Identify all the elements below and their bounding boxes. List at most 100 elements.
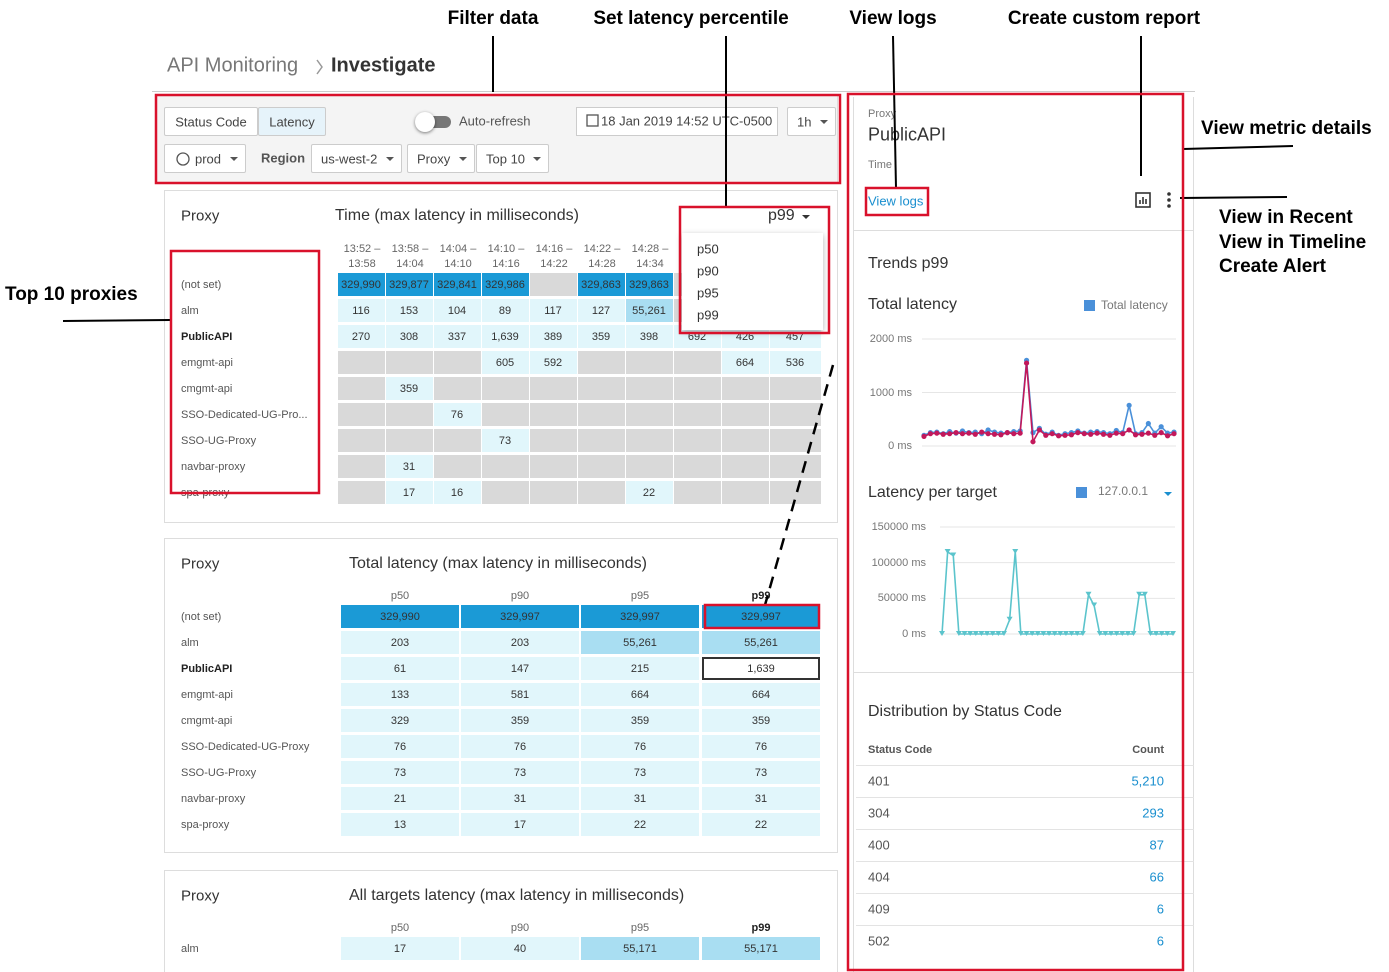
row-label: PublicAPI xyxy=(181,331,233,343)
row-header: Proxy xyxy=(181,207,220,225)
range-select[interactable] xyxy=(787,107,836,136)
cell-value: 22 xyxy=(754,819,768,831)
menu-option[interactable]: p99 xyxy=(697,307,719,323)
cell-value: 22 xyxy=(642,487,656,499)
row-label: spa-proxy xyxy=(181,819,230,831)
row-label: alm xyxy=(181,943,199,955)
cell-value: 13 xyxy=(393,819,407,831)
cell-value: 17 xyxy=(513,819,527,831)
tab-latency-label[interactable]: Latency xyxy=(269,114,315,130)
table-cell xyxy=(702,657,820,680)
row-rule xyxy=(856,893,1194,894)
cell-value: 147 xyxy=(510,663,530,675)
heat-cell xyxy=(578,429,625,452)
status-count[interactable]: 6 xyxy=(1156,901,1164,917)
cell-value: 40 xyxy=(513,943,527,955)
column-header: p99 xyxy=(751,922,771,934)
heat-cell xyxy=(626,481,673,504)
row-label: (not set) xyxy=(181,279,222,291)
cell-value: 203 xyxy=(510,637,530,649)
breadcrumb-current: Investigate xyxy=(331,54,436,77)
row-label: navbar-proxy xyxy=(181,793,246,805)
heat-cell xyxy=(338,325,385,348)
heat-cell xyxy=(434,403,481,426)
range-select-label[interactable]: 1h xyxy=(797,114,812,130)
row-label: SSO-Dedicated-UG-Pro... xyxy=(181,409,308,421)
legend-swatch xyxy=(1076,487,1087,498)
menu-option[interactable]: p95 xyxy=(697,285,719,301)
column-header: p95 xyxy=(630,922,650,934)
legend-label[interactable]: 127.0.0.1 xyxy=(1098,484,1149,498)
column-header: 14:10 – xyxy=(487,243,525,255)
menu-option[interactable]: p90 xyxy=(697,263,719,279)
limit-select-label[interactable]: Top 10 xyxy=(486,151,526,167)
cell-value: 329,863 xyxy=(629,279,669,291)
cell-value: 426 xyxy=(735,331,755,343)
cell-value: 359 xyxy=(751,715,771,727)
tab-status-code-label[interactable]: Status Code xyxy=(175,114,247,130)
region-label: Region xyxy=(261,150,306,166)
status-count[interactable]: 87 xyxy=(1149,837,1164,853)
status-code: 400 xyxy=(868,837,890,853)
cell-value: 127 xyxy=(591,305,611,317)
heat-cell xyxy=(482,351,529,374)
legend-swatch xyxy=(1084,300,1095,311)
cell-value: 104 xyxy=(447,305,467,317)
table-cell xyxy=(581,709,699,732)
heat-cell xyxy=(722,377,769,400)
heat-cell xyxy=(770,429,821,452)
heat-cell xyxy=(530,299,577,322)
environment-select-label[interactable]: prod xyxy=(195,151,222,167)
row-label: navbar-proxy xyxy=(181,461,246,473)
heat-cell xyxy=(434,273,481,296)
heat-cell xyxy=(722,403,769,426)
status-count[interactable]: 66 xyxy=(1149,869,1164,885)
percentile-select[interactable]: p99 xyxy=(768,207,795,224)
heat-cell xyxy=(338,455,385,478)
heat-cell xyxy=(674,429,721,452)
heat-cell xyxy=(722,455,769,478)
status-count[interactable]: 5,210 xyxy=(1131,773,1164,789)
cell-value: 55,171 xyxy=(744,943,778,955)
date-label[interactable]: 18 Jan 2019 14:52 UTC-0500 xyxy=(601,113,773,129)
dimension-select-label[interactable]: Proxy xyxy=(417,151,451,167)
heat-cell xyxy=(578,351,625,374)
row-label: PublicAPI xyxy=(181,663,233,675)
view-logs-link[interactable]: View logs xyxy=(868,193,924,209)
row-label: emgmt-api xyxy=(181,357,233,369)
heat-cell xyxy=(482,481,529,504)
table-cell xyxy=(581,813,699,836)
table-cell xyxy=(702,735,820,758)
y-tick-label: 150000 ms xyxy=(871,521,926,533)
row-label: alm xyxy=(181,305,199,317)
column-header: p90 xyxy=(510,590,530,602)
cell-value: 605 xyxy=(495,357,515,369)
heat-cell xyxy=(482,455,529,478)
cell-value: 31 xyxy=(513,793,527,805)
region-select-label[interactable]: us-west-2 xyxy=(321,151,378,167)
table-cell xyxy=(702,631,820,654)
table-cell xyxy=(341,761,459,784)
column-header: 14:28 – xyxy=(631,243,669,255)
status-code: 304 xyxy=(868,805,890,821)
row-rule xyxy=(856,765,1194,766)
chart-title: Total latency xyxy=(868,296,957,313)
column-header: 14:16 xyxy=(492,258,520,270)
table-cell xyxy=(702,937,820,960)
heat-cell xyxy=(386,273,433,296)
heat-cell xyxy=(674,455,721,478)
table-panel xyxy=(164,870,838,972)
separator xyxy=(853,230,1194,231)
menu-option[interactable]: p50 xyxy=(697,241,719,257)
status-code: 404 xyxy=(868,869,890,885)
table-cell xyxy=(702,709,820,732)
table-cell xyxy=(461,605,579,628)
heat-cell xyxy=(626,377,673,400)
table-cell xyxy=(461,709,579,732)
toggle-knob[interactable] xyxy=(415,112,435,132)
chart-title: Latency per target xyxy=(868,484,997,501)
heat-cell xyxy=(530,403,577,426)
status-count[interactable]: 293 xyxy=(1142,805,1164,821)
status-count[interactable]: 6 xyxy=(1156,933,1164,949)
cell-value: 21 xyxy=(393,793,407,805)
